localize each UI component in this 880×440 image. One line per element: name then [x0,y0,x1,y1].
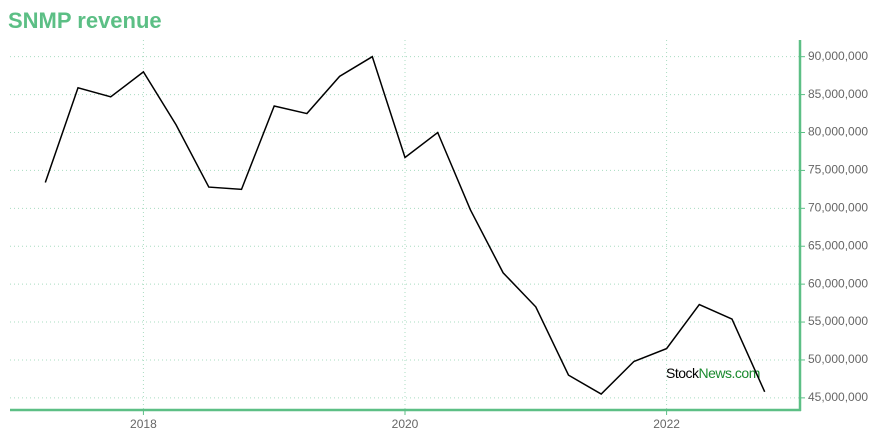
y-tick-label: 65,000,000 [808,238,868,252]
watermark: StockNews.com [666,365,760,381]
y-tick-label: 55,000,000 [808,314,868,328]
watermark-part: Stock [666,365,700,381]
y-tick-label: 45,000,000 [808,390,868,404]
y-tick-label: 80,000,000 [808,125,868,139]
x-tick-label: 2018 [130,417,157,431]
chart-title: SNMP revenue [8,8,162,33]
watermark-part: News.com [699,365,760,381]
y-tick-label: 85,000,000 [808,87,868,101]
y-tick-label: 75,000,000 [808,163,868,177]
x-tick-label: 2022 [653,417,680,431]
line [44,55,766,396]
y-tick-label: 60,000,000 [808,276,868,290]
x-tick-label: 2020 [392,417,419,431]
y-tick-label: 50,000,000 [808,352,868,366]
y-tick-label: 70,000,000 [808,200,868,214]
y-tick-label: 90,000,000 [808,49,868,63]
